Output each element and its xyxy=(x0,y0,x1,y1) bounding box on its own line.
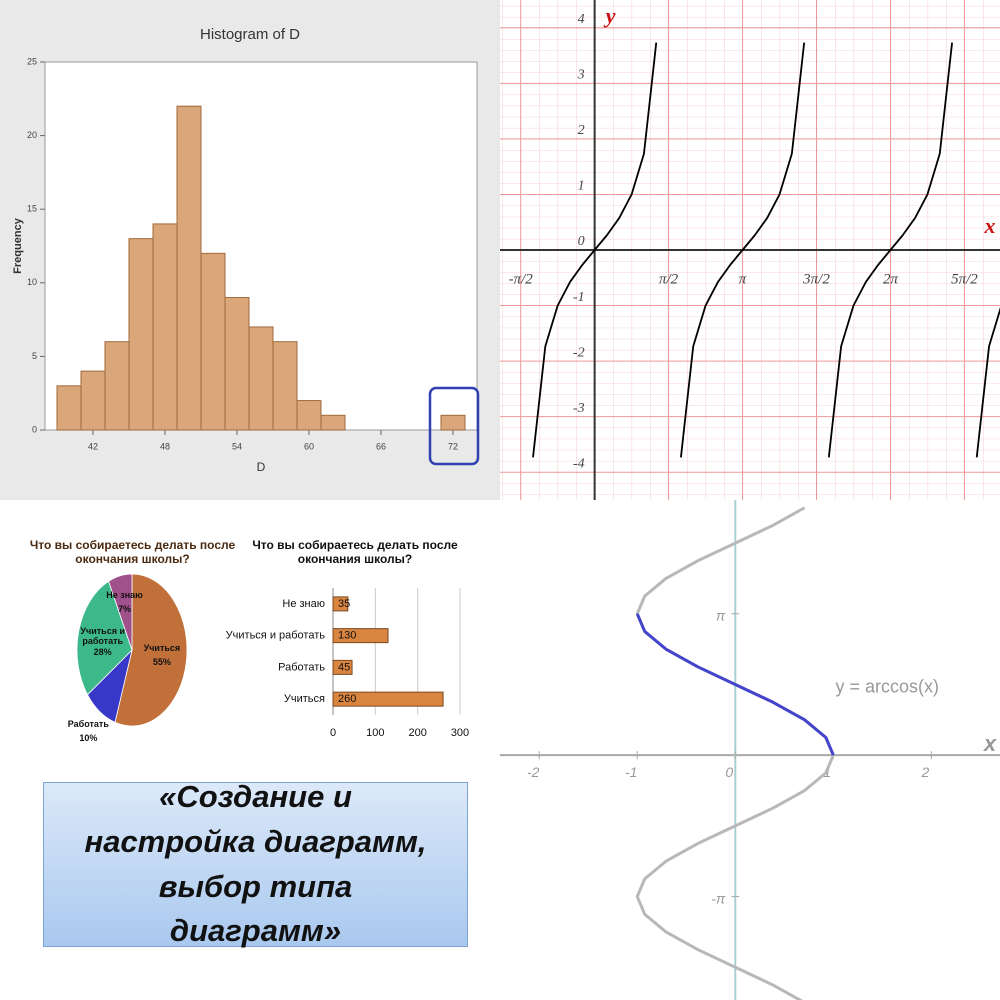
y-tick-label: π xyxy=(716,607,726,623)
y-tick-label: -2 xyxy=(573,345,585,360)
bar xyxy=(332,691,444,707)
x-tick-label: -2 xyxy=(527,764,540,780)
slice-value: 28% xyxy=(93,646,112,657)
series-line xyxy=(635,613,835,756)
y-tick-label: 15 xyxy=(27,204,37,214)
chart-title: Что вы собираетесь делать после окончани… xyxy=(29,538,236,566)
x-axis-label: x xyxy=(983,731,997,756)
x-axis-label: x xyxy=(984,213,996,238)
banner: «Создание и настройка диаграмм, выбор ти… xyxy=(43,779,468,948)
y-tick-label: 2 xyxy=(578,123,585,138)
bar xyxy=(224,297,250,431)
x-tick-label: 66 xyxy=(376,441,386,451)
y-tick-label: Работать xyxy=(278,661,325,673)
highlight-box xyxy=(428,386,480,466)
x-tick-label: 0 xyxy=(725,764,733,780)
y-tick-label: -π xyxy=(711,890,726,906)
y-tick-label: Учиться xyxy=(284,693,325,705)
x-tick-label: 42 xyxy=(88,441,98,451)
chart-title: Histogram of D xyxy=(200,26,300,43)
x-tick-label: 2 xyxy=(920,764,929,780)
bar xyxy=(440,414,466,431)
y-tick-label: 25 xyxy=(27,56,37,66)
plot: -π/2 π/2 π 3π/2 2π 5π/2 -4 -3 -2 -1 0 1 2 3 4 x y xyxy=(500,0,1000,500)
slice-value: 10% xyxy=(79,733,98,743)
x-tick-label: 48 xyxy=(160,441,170,451)
x-tick-label: 0 xyxy=(330,727,336,739)
x-tick-label: 2π xyxy=(883,271,899,287)
bar xyxy=(272,341,298,431)
data-label: 130 xyxy=(338,630,356,642)
y-tick-label: Не знаю xyxy=(282,598,325,610)
x-tick-label: 54 xyxy=(232,441,242,451)
y-axis-label: Frequency xyxy=(12,217,24,274)
slice-label: Работать xyxy=(67,719,109,729)
y-tick-label: -1 xyxy=(573,290,585,305)
data-label: 45 xyxy=(338,661,350,673)
curve-label: y = arccos(x) xyxy=(835,676,939,696)
slice-value: 7% xyxy=(118,604,132,614)
y-tick-label: -4 xyxy=(573,456,585,471)
pie-slice xyxy=(114,573,188,727)
slice-label: Учиться xyxy=(143,642,181,653)
slice-label: Не знаю xyxy=(106,590,143,600)
y-tick-label: 4 xyxy=(578,12,585,27)
bar xyxy=(332,659,353,675)
y-tick-label: 10 xyxy=(27,277,37,287)
y-tick-label: Учиться и работать xyxy=(226,630,326,642)
x-axis-label: D xyxy=(257,460,266,474)
bar xyxy=(248,326,274,431)
series-line xyxy=(532,42,1000,458)
bar xyxy=(128,238,154,431)
x-tick-label: 300 xyxy=(451,727,469,739)
x-tick-label: 3π/2 xyxy=(802,271,830,287)
y-tick-label: -3 xyxy=(573,401,585,416)
x-tick-label: -π/2 xyxy=(509,271,534,287)
y-tick-label: 20 xyxy=(27,130,37,140)
bar xyxy=(104,341,130,431)
bar xyxy=(320,414,346,431)
bar xyxy=(200,252,226,431)
x-tick-label: 72 xyxy=(448,441,458,451)
x-tick-label: 100 xyxy=(366,727,384,739)
slice-value: 55% xyxy=(152,656,171,667)
bar xyxy=(176,105,202,431)
slice-label: Учиться и работать xyxy=(80,625,125,646)
bar xyxy=(332,628,389,644)
y-axis-label: y xyxy=(603,3,616,28)
y-tick-label: 1 xyxy=(578,179,585,194)
pie-slice xyxy=(76,580,133,696)
x-tick-label: 5π/2 xyxy=(951,271,978,287)
bar xyxy=(56,385,82,431)
bar xyxy=(296,400,322,431)
pie-slice xyxy=(108,573,133,651)
bar xyxy=(80,370,106,431)
chart-title: Что вы собираетесь делать после окончани… xyxy=(252,538,458,566)
x-tick-label: 200 xyxy=(408,727,426,739)
bar xyxy=(152,223,178,431)
x-tick-label: π xyxy=(739,271,747,287)
y-tick-label: 5 xyxy=(32,351,37,361)
x-tick-label: 60 xyxy=(304,441,314,451)
data-label: 260 xyxy=(338,693,356,705)
data-label: 35 xyxy=(338,598,350,610)
x-tick-label: -1 xyxy=(625,764,637,780)
y-tick-label: 0 xyxy=(32,424,37,434)
x-tick-label: π/2 xyxy=(659,271,679,287)
y-tick-label: 0 xyxy=(578,234,585,249)
bar xyxy=(332,596,349,612)
y-tick-label: 3 xyxy=(577,68,585,83)
